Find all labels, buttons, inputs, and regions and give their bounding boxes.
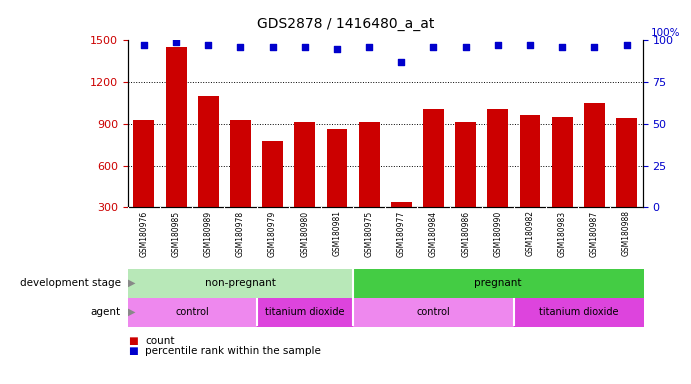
Point — [621, 42, 632, 48]
Point — [235, 44, 246, 50]
Bar — [294, 122, 315, 249]
Bar — [391, 202, 412, 249]
Text: GSM180987: GSM180987 — [590, 210, 599, 257]
Bar — [520, 116, 540, 249]
Bar — [616, 118, 637, 249]
Text: GSM180990: GSM180990 — [493, 210, 502, 257]
Bar — [584, 103, 605, 249]
Text: titanium dioxide: titanium dioxide — [538, 307, 618, 317]
Text: percentile rank within the sample: percentile rank within the sample — [145, 346, 321, 356]
Bar — [359, 122, 379, 249]
Text: development stage: development stage — [20, 278, 121, 288]
Text: GSM180979: GSM180979 — [268, 210, 277, 257]
Text: ▶: ▶ — [128, 307, 135, 317]
Text: ▶: ▶ — [128, 278, 135, 288]
Text: GSM180980: GSM180980 — [301, 210, 310, 257]
Text: GSM180977: GSM180977 — [397, 210, 406, 257]
Point — [460, 44, 471, 50]
Bar — [551, 117, 573, 249]
Point — [589, 44, 600, 50]
Point — [299, 44, 310, 50]
Point — [428, 44, 439, 50]
Text: GSM180985: GSM180985 — [171, 210, 180, 257]
Text: GSM180978: GSM180978 — [236, 210, 245, 257]
Text: GSM180982: GSM180982 — [526, 210, 535, 257]
Bar — [166, 47, 187, 249]
Bar — [262, 141, 283, 249]
Bar — [455, 122, 476, 249]
Text: control: control — [176, 307, 209, 317]
Point — [557, 44, 568, 50]
Text: GSM180988: GSM180988 — [622, 210, 631, 257]
Text: titanium dioxide: titanium dioxide — [265, 307, 345, 317]
Bar — [487, 109, 509, 249]
Bar — [423, 109, 444, 249]
Text: GSM180975: GSM180975 — [365, 210, 374, 257]
Text: ■: ■ — [128, 346, 138, 356]
Point — [138, 42, 149, 48]
Text: pregnant: pregnant — [474, 278, 522, 288]
Text: GSM180984: GSM180984 — [429, 210, 438, 257]
Text: count: count — [145, 336, 175, 346]
Point — [492, 42, 503, 48]
Text: GSM180981: GSM180981 — [332, 210, 341, 257]
Point — [332, 46, 343, 52]
Text: GSM180989: GSM180989 — [204, 210, 213, 257]
Text: GSM180986: GSM180986 — [461, 210, 470, 257]
Point — [363, 44, 375, 50]
Text: agent: agent — [91, 307, 121, 317]
Text: control: control — [417, 307, 451, 317]
Text: GDS2878 / 1416480_a_at: GDS2878 / 1416480_a_at — [257, 17, 434, 31]
Bar — [198, 96, 219, 249]
Text: ■: ■ — [128, 336, 138, 346]
Text: non-pregnant: non-pregnant — [205, 278, 276, 288]
Bar — [230, 120, 251, 249]
Point — [202, 42, 214, 48]
Text: 100%: 100% — [651, 28, 681, 38]
Point — [267, 44, 278, 50]
Text: GSM180976: GSM180976 — [140, 210, 149, 257]
Bar — [327, 129, 348, 249]
Point — [171, 39, 182, 45]
Point — [524, 42, 536, 48]
Point — [396, 59, 407, 65]
Bar — [133, 120, 154, 249]
Text: GSM180983: GSM180983 — [558, 210, 567, 257]
